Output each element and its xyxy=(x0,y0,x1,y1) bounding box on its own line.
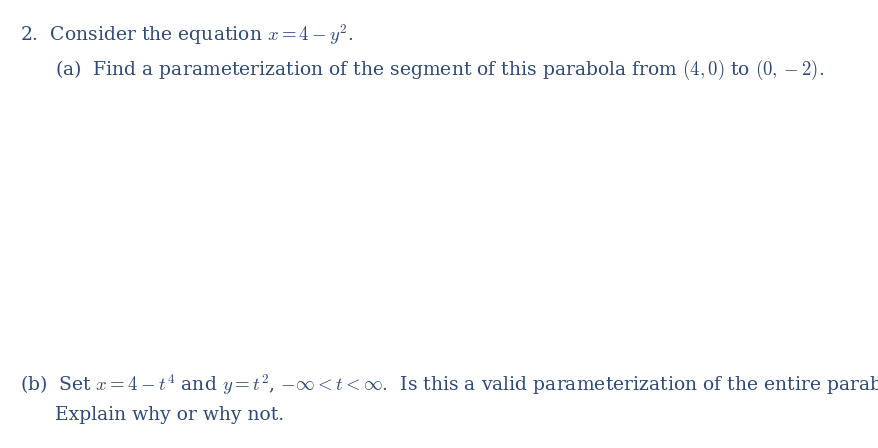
Text: (a)  Find a parameterization of the segment of this parabola from $(4, 0)$ to $(: (a) Find a parameterization of the segme… xyxy=(55,58,824,82)
Text: Explain why or why not.: Explain why or why not. xyxy=(55,406,284,424)
Text: 2.  Consider the equation $x = 4 - y^2$.: 2. Consider the equation $x = 4 - y^2$. xyxy=(20,22,353,47)
Text: (b)  Set $x = 4 - t^4$ and $y = t^2$, $-\infty < t < \infty$.  Is this a valid p: (b) Set $x = 4 - t^4$ and $y = t^2$, $-\… xyxy=(20,372,878,397)
